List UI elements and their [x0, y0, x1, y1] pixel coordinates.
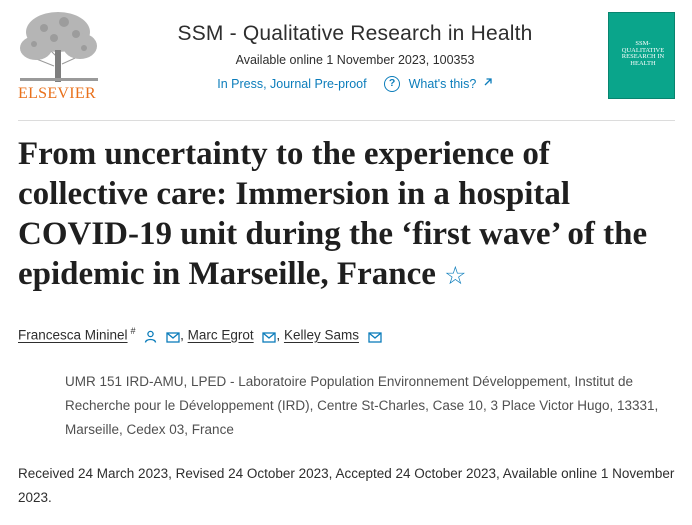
external-link-icon	[484, 78, 492, 86]
mail-icon[interactable]	[368, 331, 382, 343]
status-row: In Press, Journal Pre-proof ? What's thi…	[140, 76, 570, 92]
author-link[interactable]: Francesca Mininel	[18, 327, 128, 343]
header-divider	[18, 120, 675, 121]
whats-this-link[interactable]: What's this?	[408, 77, 477, 91]
author-link[interactable]: Kelley Sams	[283, 327, 359, 343]
journal-info: SSM - Qualitative Research in Health Ava…	[140, 22, 570, 92]
journal-cover-image[interactable]: SSM-QUALITATIVE RESEARCH IN HEALTH	[608, 12, 675, 99]
author-footnote-marker[interactable]: #	[130, 326, 136, 336]
author-affiliation: UMR 151 IRD-AMU, LPED - Laboratoire Popu…	[65, 374, 659, 437]
mail-icon[interactable]	[166, 331, 180, 343]
author-separator: ,	[276, 327, 281, 343]
author-list: Francesca Mininel # , Marc Egrot , Kelley…	[18, 326, 382, 343]
article-title: From uncertainty to the experience of co…	[18, 134, 678, 296]
author-separator: ,	[180, 327, 184, 343]
star-icon[interactable]: ☆	[444, 261, 467, 290]
question-circle-icon[interactable]: ?	[384, 76, 401, 92]
article-history: Received 24 March 2023, Revised 24 Octob…	[18, 466, 675, 505]
article-title-text: From uncertainty to the experience of co…	[18, 136, 648, 292]
availability-text: Available online 1 November 2023, 100353	[235, 53, 475, 67]
journal-title-link[interactable]: SSM - Qualitative Research in Health	[177, 22, 533, 45]
article-header: ELSEVIER SSM - Qualitative Research in H…	[0, 0, 692, 120]
cover-title: SSM-QUALITATIVE RESEARCH IN HEALTH	[621, 40, 665, 67]
author-link[interactable]: Marc Egrot	[187, 327, 254, 343]
mail-icon[interactable]	[262, 331, 277, 343]
elsevier-tree-logo[interactable]	[14, 8, 104, 104]
in-press-link[interactable]: In Press, Journal Pre-proof	[217, 77, 367, 91]
person-icon[interactable]	[144, 330, 157, 343]
publisher-name[interactable]: ELSEVIER	[18, 85, 96, 102]
